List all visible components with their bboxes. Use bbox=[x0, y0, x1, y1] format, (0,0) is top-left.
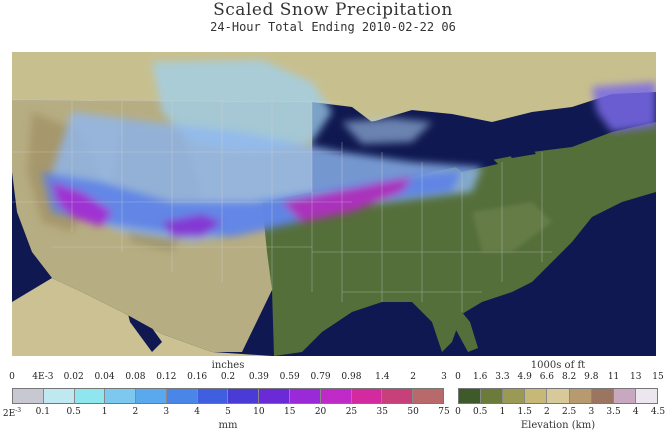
elevation-swatch bbox=[459, 389, 482, 403]
elevation-ft-tick: 3.3 bbox=[495, 372, 510, 382]
snow-mm-tick: 25 bbox=[345, 407, 358, 417]
snow-inch-tick: 0.59 bbox=[279, 372, 300, 382]
elevation-km-tick: 0 bbox=[455, 407, 461, 417]
snow-legend-top-unit: inches bbox=[211, 360, 245, 371]
snow-mm-tick: 35 bbox=[376, 407, 389, 417]
snow-inch-tick: 1.4 bbox=[375, 372, 390, 382]
eastern-us-land bbox=[262, 122, 656, 356]
map-subtitle: 24-Hour Total Ending 2010-02-22 06 bbox=[210, 20, 456, 34]
elevation-km-tick: 2 bbox=[544, 407, 550, 417]
elevation-swatch bbox=[547, 389, 570, 403]
snow-overlay bbox=[42, 60, 656, 242]
snow-legend: inches 0 4E-3 0.02 0.04 0.08 0.12 0.16 0.2 0.39 0… bbox=[3, 360, 450, 440]
lake-huron bbox=[442, 130, 482, 160]
snow-inch-tick: 0.08 bbox=[125, 372, 146, 382]
snow-swatch bbox=[166, 389, 198, 403]
elevation-km-tick: 1.5 bbox=[517, 407, 532, 417]
appalachian-terrain bbox=[472, 202, 552, 252]
snow-mm-tick: 5 bbox=[225, 407, 231, 417]
elevation-ft-tick: 0 bbox=[455, 372, 461, 382]
elevation-ft-tick: 6.6 bbox=[539, 372, 555, 382]
snow-swatch bbox=[43, 389, 75, 403]
snow-inch-ticks: 0 4E-3 0.02 0.04 0.08 0.12 0.16 0.2 0.39 0.59 0.79… bbox=[9, 372, 447, 384]
snow-mm-tick: 1 bbox=[101, 407, 108, 417]
elevation-legend-bottom-unit: Elevation (km) bbox=[520, 420, 596, 431]
elevation-swatch bbox=[481, 389, 504, 403]
map-title: Scaled Snow Precipitation bbox=[213, 0, 453, 20]
elevation-km-tick: 0.5 bbox=[473, 407, 488, 417]
snow-swatch bbox=[228, 389, 260, 403]
elevation-swatch bbox=[569, 389, 592, 403]
snow-legend-bottom-unit: mm bbox=[218, 420, 238, 431]
snow-mm-tick: 2 bbox=[132, 407, 139, 417]
elevation-ft-tick: 13 bbox=[630, 372, 642, 382]
map-canvas bbox=[12, 52, 656, 356]
elevation-swatch bbox=[525, 389, 548, 403]
elevation-swatch bbox=[591, 389, 614, 403]
snow-mm-tick: 0.1 bbox=[35, 407, 51, 417]
snow-map[interactable] bbox=[12, 52, 656, 356]
snow-mm-tick: 0.5 bbox=[66, 407, 81, 417]
elevation-legend-top-unit: 1000s of ft bbox=[530, 360, 586, 371]
state-boundaries bbox=[12, 99, 552, 312]
snow-inch-tick: 3 bbox=[441, 372, 447, 382]
snow-swatch bbox=[382, 389, 414, 403]
snow-mm-tick: 15 bbox=[283, 407, 296, 417]
snow-swatch bbox=[351, 389, 383, 403]
elevation-swatch bbox=[613, 389, 636, 403]
elevation-color-bar bbox=[458, 388, 658, 404]
snow-mm-tick: 75 bbox=[438, 407, 450, 417]
snow-swatch bbox=[197, 389, 229, 403]
snow-mm-tick: 50 bbox=[407, 407, 419, 417]
snow-inch-tick: 0.16 bbox=[187, 372, 208, 382]
elevation-km-ticks: 0 0.5 1 1.5 2 2.5 3 3.5 4 4.5 bbox=[455, 407, 665, 419]
elevation-km-tick: 2.5 bbox=[561, 407, 577, 417]
snow-mm-tick: 10 bbox=[253, 407, 265, 417]
elevation-ft-tick: 15 bbox=[652, 372, 664, 382]
snow-mm-tick: 20 bbox=[314, 407, 327, 417]
elevation-ft-tick: 8.2 bbox=[561, 372, 577, 382]
elevation-swatch bbox=[635, 389, 657, 403]
elevation-km-tick: 3 bbox=[588, 407, 595, 417]
snow-swatch bbox=[413, 389, 443, 403]
snow-mm-tick: 2E-3 bbox=[2, 407, 22, 419]
snow-swatch bbox=[105, 389, 137, 403]
snow-inch-tick: 2 bbox=[410, 372, 417, 382]
florida bbox=[432, 300, 478, 352]
snow-swatch bbox=[13, 389, 44, 403]
snow-swatch bbox=[136, 389, 167, 403]
snow-swatch bbox=[320, 389, 352, 403]
snow-inch-tick: 0 bbox=[9, 372, 15, 382]
snow-color-bar bbox=[12, 388, 444, 404]
snow-mm-ticks: 2E-3 0.1 0.5 1 2 3 4 5 10 15 20 25 35 50 75 bbox=[3, 407, 450, 419]
snow-inch-tick: 0.39 bbox=[248, 372, 269, 382]
elevation-ft-tick: 9.8 bbox=[584, 372, 599, 382]
mexico-land bbox=[12, 278, 272, 356]
snow-inch-tick: 0.79 bbox=[310, 372, 331, 382]
lake-michigan bbox=[422, 134, 436, 170]
elevation-km-tick: 4 bbox=[632, 407, 639, 417]
lake-ontario bbox=[507, 148, 536, 158]
elevation-km-tick: 3.5 bbox=[606, 407, 621, 417]
snow-swatch bbox=[259, 389, 291, 403]
elevation-swatch bbox=[503, 389, 526, 403]
elevation-ft-ticks: 0 1.6 3.3 4.9 6.6 8.2 9.8 11 13 15 bbox=[455, 372, 664, 384]
snow-inch-tick: 0.2 bbox=[220, 372, 236, 382]
snow-mm-tick: 4 bbox=[194, 407, 201, 417]
snow-inch-tick: 4E-3 bbox=[32, 372, 54, 382]
snow-inch-tick: 0.12 bbox=[156, 372, 177, 382]
snow-swatch bbox=[290, 389, 321, 403]
snow-inch-tick: 0.04 bbox=[94, 372, 115, 382]
snow-inch-tick: 0.02 bbox=[63, 372, 84, 382]
elevation-km-tick: 1 bbox=[499, 407, 506, 417]
elevation-ft-tick: 4.9 bbox=[517, 372, 532, 382]
snow-inch-tick: 0.98 bbox=[341, 372, 362, 382]
snow-mm-tick: 3 bbox=[163, 407, 170, 417]
snow-swatch bbox=[74, 389, 106, 403]
elevation-ft-tick: 11 bbox=[607, 372, 620, 382]
elevation-km-tick: 4.5 bbox=[650, 407, 666, 417]
elevation-ft-tick: 1.6 bbox=[473, 372, 488, 382]
